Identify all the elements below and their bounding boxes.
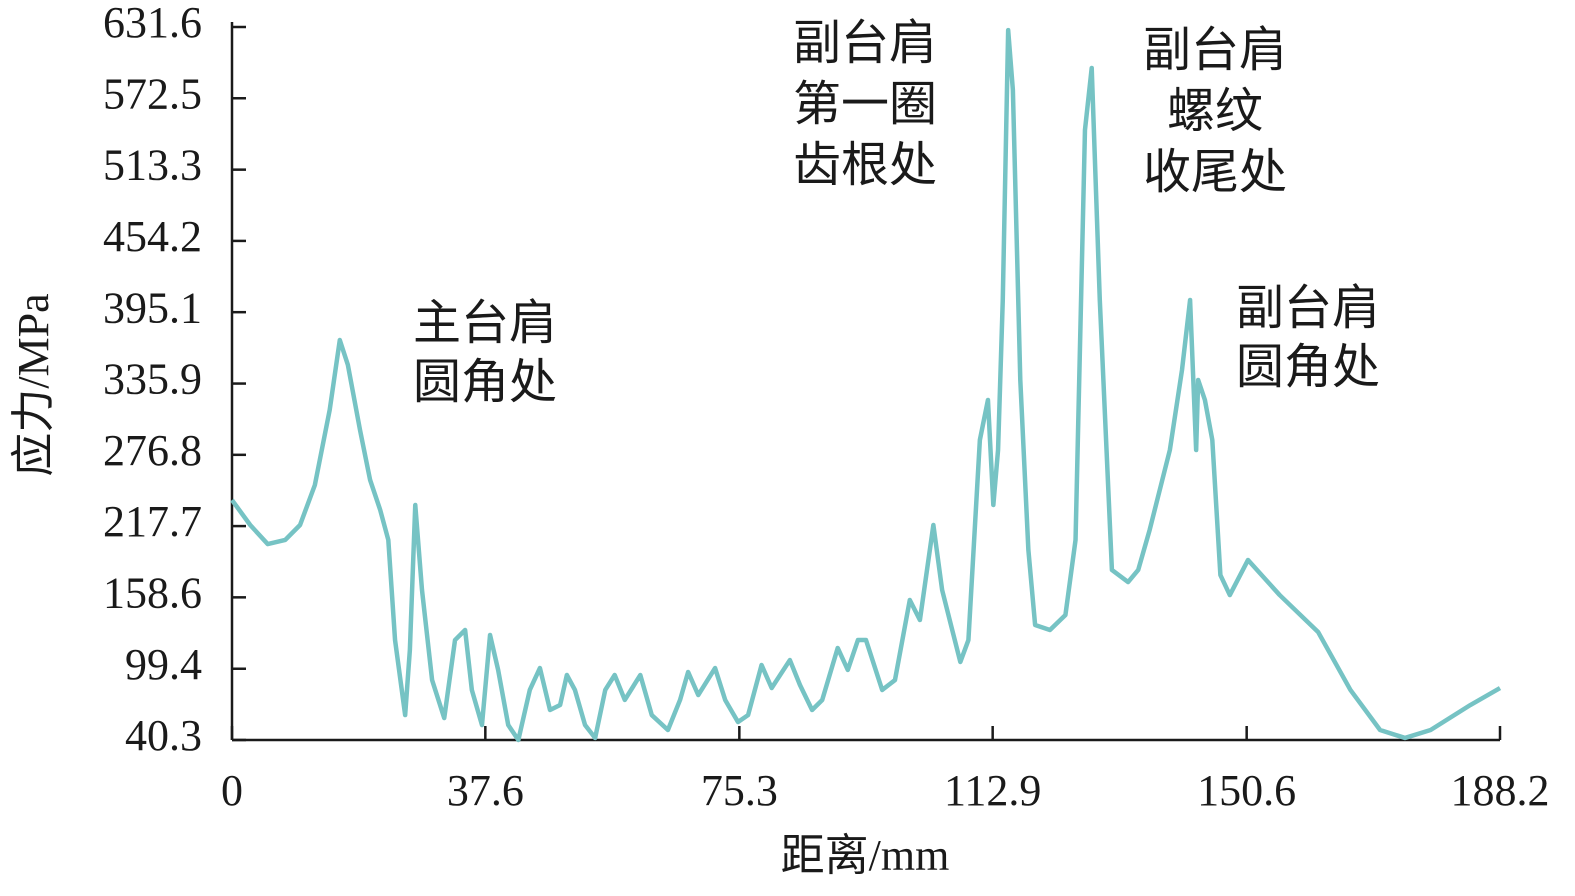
x-axis-label: 距离/mm bbox=[781, 831, 950, 880]
annotation: 收尾处 bbox=[1143, 146, 1287, 199]
annotation: 副台肩 bbox=[1143, 24, 1287, 77]
y-tick-label: 395.1 bbox=[103, 283, 202, 332]
y-tick-label: 454.2 bbox=[103, 212, 202, 261]
y-tick-label: 572.5 bbox=[103, 69, 202, 118]
x-tick-label: 75.3 bbox=[701, 766, 778, 815]
x-tick-label: 37.6 bbox=[447, 766, 524, 815]
x-tick-label: 150.6 bbox=[1197, 766, 1296, 815]
x-tick-label: 188.2 bbox=[1451, 766, 1550, 815]
y-tick-label: 158.6 bbox=[103, 568, 202, 617]
annotation: 副台肩 bbox=[1236, 282, 1380, 335]
annotation: 副台肩 bbox=[793, 17, 937, 70]
x-tick-label: 0 bbox=[221, 766, 243, 815]
annotation: 圆角处 bbox=[413, 356, 557, 409]
y-tick-label: 40.3 bbox=[125, 711, 202, 760]
y-tick-label: 335.9 bbox=[103, 355, 202, 404]
y-axis-label: 应力/MPa bbox=[9, 293, 58, 476]
annotation: 第一圈 bbox=[793, 78, 937, 131]
annotation: 圆角处 bbox=[1236, 341, 1380, 394]
line-series bbox=[230, 27, 1502, 743]
y-tick-label: 631.6 bbox=[103, 0, 202, 47]
annotation: 齿根处 bbox=[793, 139, 937, 192]
y-tick-label: 276.8 bbox=[103, 426, 202, 475]
annotation: 主台肩 bbox=[413, 297, 557, 350]
y-tick-label: 99.4 bbox=[125, 640, 202, 689]
x-tick-label: 112.9 bbox=[944, 766, 1041, 815]
y-tick-label: 217.7 bbox=[103, 497, 202, 546]
annotation: 螺纹 bbox=[1167, 85, 1263, 138]
y-tick-label: 513.3 bbox=[103, 141, 202, 190]
